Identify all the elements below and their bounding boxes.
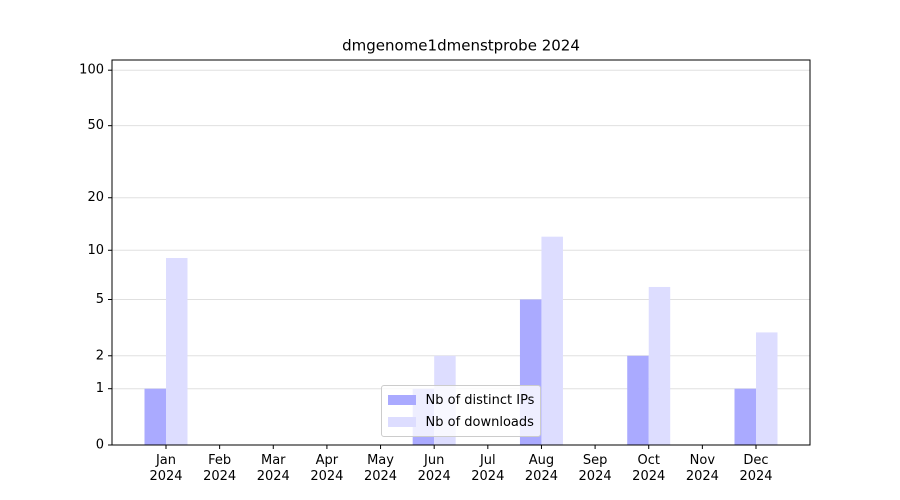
x-tick-label: Sep 2024 [578,453,612,484]
x-tick-label: Jan 2024 [149,453,183,484]
y-tick-label: 20 [87,190,104,205]
x-tick-label: Aug 2024 [524,453,558,484]
y-tick-label: 100 [79,63,104,78]
x-tick-label: May 2024 [363,453,398,484]
y-tick-label: 2 [96,348,104,363]
x-tick-label: Mar 2024 [256,453,290,484]
bar [541,236,563,445]
bar [648,286,671,445]
x-tick-label: Nov 2024 [685,453,719,484]
y-tick-label: 5 [96,292,104,307]
bar [627,355,649,445]
y-tick-label: 1 [96,381,104,396]
x-tick-label: Jun 2024 [417,453,451,484]
bar [734,388,756,445]
legend-swatch [387,395,416,405]
legend-entry: Nb of distinct IPs [387,389,535,411]
chart-title: dmgenome1dmenstprobe 2024 [342,37,580,55]
x-tick-label: Oct 2024 [632,453,666,484]
y-tick-label: 10 [87,243,104,258]
legend-label: Nb of downloads [425,414,534,430]
legend-label: Nb of distinct IPs [425,392,535,408]
legend-swatch [387,417,416,427]
x-tick-label: Apr 2024 [310,453,344,484]
legend-entry: Nb of downloads [387,411,535,433]
bar [144,388,166,445]
y-tick-label: 50 [87,118,104,133]
x-tick-label: Feb 2024 [203,453,237,484]
x-tick-label: Dec 2024 [739,453,773,484]
x-tick-label: Jul 2024 [471,453,505,484]
plot-frame [111,59,811,446]
y-tick-label: 0 [96,438,104,453]
bar [756,332,778,445]
legend: Nb of distinct IPs Nb of downloads [380,385,542,437]
bar [166,257,188,445]
